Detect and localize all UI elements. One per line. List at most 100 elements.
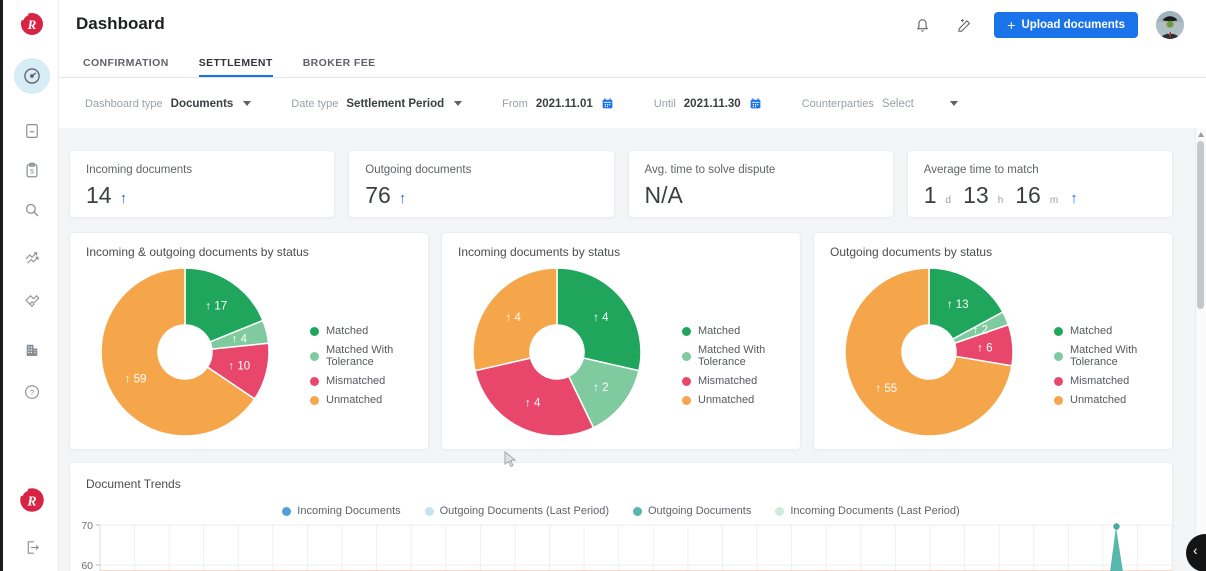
- legend-item-unmatched[interactable]: Unmatched: [682, 394, 800, 406]
- upload-documents-button[interactable]: + Upload documents: [994, 12, 1138, 38]
- legend-item-mismatched[interactable]: Mismatched: [682, 375, 800, 387]
- filter-label: Until: [653, 97, 676, 110]
- stat-value: 76 ↑: [365, 182, 407, 208]
- stat-label: Avg. time to solve dispute: [644, 164, 776, 176]
- filter-value[interactable]: Documents: [170, 97, 234, 110]
- trends-legend-outgoing-documents-last-period[interactable]: Outgoing Documents (Last Period): [424, 505, 609, 517]
- trends-legend: Incoming Documents Outgoing Documents (La…: [70, 505, 1172, 517]
- trend-spike[interactable]: [1110, 527, 1123, 571]
- legend-dot: [1054, 376, 1063, 386]
- filter-date-type[interactable]: Date type Settlement Period: [291, 97, 463, 110]
- trend-up-arrow: ↑: [398, 190, 407, 207]
- notifications-bell-icon[interactable]: [910, 13, 934, 37]
- sidebar-item-dashboard[interactable]: [14, 58, 50, 94]
- pie-legend: Matched Matched With Tolerance Mismatched U…: [310, 325, 428, 413]
- legend-dot: [682, 376, 691, 386]
- trends-plot: 70 60: [70, 519, 1172, 571]
- legend-item-unmatched[interactable]: Unmatched: [1054, 394, 1172, 406]
- donut-chart: ↑ 13 ↑ 2 ↑ 6 ↑ 55: [844, 267, 1014, 437]
- filter-label: Dashboard type: [85, 97, 163, 110]
- filter-bar: Dashboard type Documents Date type Settleme…: [58, 79, 1206, 128]
- chevron-down-icon[interactable]: [949, 101, 958, 106]
- scrollbar-thumb[interactable]: [1197, 141, 1204, 309]
- scrollbar-up-arrow[interactable]: [1198, 132, 1204, 137]
- slice-value-label: ↑ 4: [525, 398, 541, 410]
- pie-slice-unmatched[interactable]: [844, 267, 1013, 437]
- slice-value-label: ↑ 13: [947, 299, 969, 311]
- pie-slice-matched[interactable]: [556, 267, 642, 372]
- legend-item-matched-with-tolerance[interactable]: Matched With Tolerance: [1054, 344, 1172, 368]
- legend-item-matched[interactable]: Matched: [310, 325, 428, 337]
- svg-text:R: R: [27, 17, 37, 32]
- chat-widget-button[interactable]: ‹: [1186, 534, 1206, 571]
- vertical-scrollbar[interactable]: [1195, 128, 1206, 571]
- filter-value[interactable]: Settlement Period: [346, 97, 445, 110]
- trends-legend-incoming-documents-last-period[interactable]: Incoming Documents (Last Period): [775, 505, 960, 517]
- y-tick-60: 60: [81, 560, 93, 571]
- slice-value-label: ↑ 10: [228, 361, 250, 373]
- stat-label: Average time to match: [923, 164, 1039, 176]
- calendar-icon[interactable]: [601, 97, 614, 110]
- pie-slice-mismatched[interactable]: [474, 357, 595, 437]
- sidebar-item-search[interactable]: [14, 192, 50, 228]
- filter-until[interactable]: Until 2021.11.30: [654, 97, 762, 110]
- stat-value: 1 d 13 h 16 m ↑: [923, 182, 1078, 208]
- svg-text:$: $: [30, 168, 34, 175]
- stat-card-avg-time-to-solve-dispute: Avg. time to solve dispute N/A: [627, 150, 894, 218]
- trends-legend-incoming-documents[interactable]: Incoming Documents: [282, 505, 401, 517]
- stat-label: Outgoing documents: [365, 164, 472, 176]
- pie-slice-unmatched[interactable]: [472, 267, 558, 372]
- user-avatar[interactable]: [1156, 11, 1184, 39]
- legend-dot: [310, 351, 319, 361]
- chevron-down-icon[interactable]: [454, 101, 463, 106]
- legend-dot: [1054, 326, 1063, 336]
- sidebar-item-billing[interactable]: $: [14, 152, 50, 188]
- app-logo-icon[interactable]: R: [14, 6, 50, 42]
- slice-value-label: ↑ 2: [593, 382, 608, 394]
- trends-legend-outgoing-documents[interactable]: Outgoing Documents: [633, 505, 751, 517]
- pie-slice-matched[interactable]: [184, 267, 264, 343]
- sidebar-item-trends[interactable]: [14, 240, 50, 276]
- legend-item-matched-with-tolerance[interactable]: Matched With Tolerance: [310, 344, 428, 368]
- tab-confirmation[interactable]: CONFIRMATION: [83, 57, 169, 69]
- edit-pen-icon[interactable]: [952, 13, 976, 37]
- legend-item-matched[interactable]: Matched: [1054, 325, 1172, 337]
- chevron-left-icon: ‹: [1193, 542, 1198, 558]
- legend-item-matched[interactable]: Matched: [682, 325, 800, 337]
- slice-value-label: ↑ 4: [506, 312, 522, 324]
- sidebar-item-counterparties[interactable]: [14, 283, 50, 319]
- logout-icon[interactable]: [14, 529, 50, 565]
- legend-item-unmatched[interactable]: Unmatched: [310, 394, 428, 406]
- legend-item-matched-with-tolerance[interactable]: Matched With Tolerance: [682, 344, 800, 368]
- filter-value[interactable]: Select: [881, 97, 914, 110]
- legend-dot: [682, 395, 691, 405]
- filter-value[interactable]: 2021.11.30: [683, 97, 741, 110]
- tab-broker-fee[interactable]: BROKER FEE: [302, 57, 376, 69]
- pie-card-incoming-documents-by-status: Incoming documents by status ↑ 4 ↑ 2 ↑ 4 ↑ 4…: [441, 232, 801, 450]
- legend-item-mismatched[interactable]: Mismatched: [310, 375, 428, 387]
- filter-dashboard-type[interactable]: Dashboard type Documents: [85, 97, 252, 110]
- legend-dot: [282, 506, 292, 516]
- pie-slice-unmatched[interactable]: [100, 267, 256, 437]
- filter-counterparties[interactable]: Counterparties Select: [802, 98, 958, 110]
- tab-settlement[interactable]: SETTLEMENT: [198, 50, 273, 77]
- calendar-icon[interactable]: [749, 97, 762, 110]
- filter-from[interactable]: From 2021.11.01: [502, 97, 614, 110]
- chevron-down-icon[interactable]: [243, 101, 252, 106]
- sidebar-item-company[interactable]: [14, 332, 50, 368]
- legend-dot: [775, 506, 785, 516]
- slice-value-label: ↑ 4: [232, 334, 248, 346]
- legend-item-mismatched[interactable]: Mismatched: [1054, 375, 1172, 387]
- filter-value[interactable]: 2021.11.01: [535, 97, 593, 110]
- slice-value-label: ↑ 55: [875, 383, 897, 395]
- filter-label: Date type: [291, 97, 339, 110]
- sidebar-item-documents[interactable]: [14, 113, 50, 149]
- stat-value: 14 ↑: [86, 182, 128, 208]
- sidebar-item-help[interactable]: ?: [14, 374, 50, 410]
- trend-point[interactable]: [1113, 523, 1120, 530]
- slice-value-label: ↑ 17: [205, 301, 227, 313]
- header-actions: + Upload documents: [910, 0, 1184, 50]
- trends-chart-title: Document Trends: [86, 477, 181, 491]
- legend-dot: [424, 506, 434, 516]
